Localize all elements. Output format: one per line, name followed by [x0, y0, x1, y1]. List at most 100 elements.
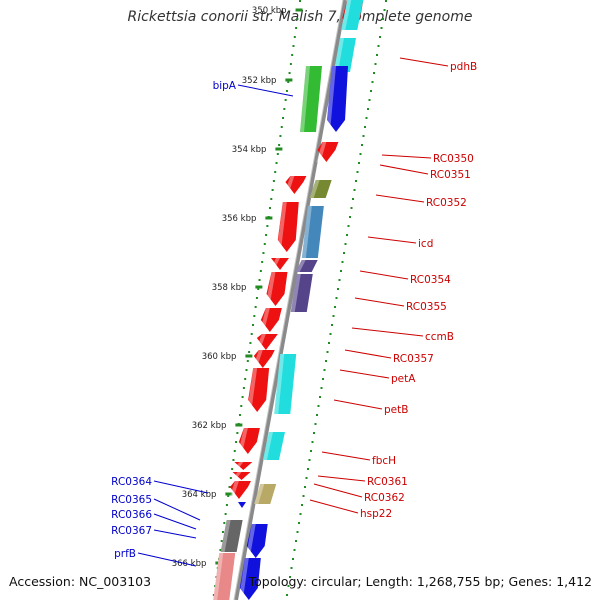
ruler-dot	[349, 216, 351, 218]
ruler-dot	[220, 540, 223, 542]
ruler-dot	[287, 585, 290, 587]
ruler-dot	[240, 405, 243, 407]
gene-leader	[313, 483, 363, 498]
ruler-dot	[329, 333, 332, 335]
ruler-dot	[347, 225, 350, 227]
gene-arrow	[246, 524, 268, 558]
ruler-dot	[358, 162, 360, 164]
gene-leader	[375, 194, 425, 203]
gene-shade	[341, 0, 352, 30]
gene-arrow	[285, 176, 307, 194]
ruler-dot	[292, 45, 295, 47]
gene-body	[301, 206, 324, 258]
gene-shade	[255, 334, 266, 350]
gene-shade	[233, 462, 244, 470]
gene-shade	[245, 524, 256, 558]
gene-arrow	[238, 428, 260, 454]
ruler-dot	[252, 324, 255, 326]
ruler-dot	[268, 207, 271, 209]
ruler-label: 350 kbp	[252, 6, 287, 16]
ruler-dot	[289, 576, 291, 578]
gene-label: RC0357	[393, 353, 434, 365]
gene-leader	[379, 164, 429, 175]
gene-leader	[309, 499, 359, 514]
ruler-dot	[319, 396, 321, 398]
ruler-dot	[361, 144, 363, 146]
ruler-label: 354 kbp	[232, 145, 267, 155]
gene-leader	[381, 154, 432, 159]
gene-label: bipA	[213, 80, 237, 92]
ruler-dot	[385, 0, 387, 2]
map-title: Rickettsia conorii str. Malish 7, comple…	[127, 9, 473, 25]
ruler-dot	[365, 117, 368, 119]
ruler-dot	[228, 486, 231, 488]
ruler-dot	[293, 549, 296, 551]
ruler-dot	[236, 432, 239, 434]
ruler-dot	[362, 135, 365, 137]
ruler-dot	[212, 594, 215, 596]
gene-shade	[295, 260, 306, 272]
gene-label: hsp22	[360, 508, 392, 520]
ruler-dot	[279, 135, 282, 137]
ruler-tick	[285, 78, 293, 82]
gene-shade	[309, 180, 320, 198]
gene-feature	[247, 368, 270, 412]
ruler-dot	[311, 441, 314, 443]
gene-label: fbcH	[372, 455, 396, 467]
ruler-dot	[346, 234, 348, 236]
ruler-dot	[293, 36, 296, 38]
ruler-dot	[334, 306, 336, 308]
gene-feature	[274, 354, 297, 414]
ruler-dot	[359, 153, 362, 155]
ruler-dot	[233, 450, 236, 452]
ruler-tick	[245, 354, 253, 358]
ruler-dot	[295, 540, 297, 542]
ruler-label: 364 kbp	[182, 490, 217, 500]
ruler-dot	[257, 288, 260, 290]
gene-feature	[265, 272, 288, 306]
ruler-dot	[356, 171, 359, 173]
gene-shade	[284, 176, 295, 194]
gene-leader	[153, 480, 209, 494]
ruler-dot	[308, 459, 311, 461]
gene-label: RC0355	[406, 301, 447, 313]
ruler-dot	[326, 351, 329, 353]
gene-label: icd	[418, 238, 433, 250]
ruler-dot	[278, 144, 281, 146]
gene-shade	[316, 142, 327, 162]
ruler-dot	[310, 450, 312, 452]
ruler-dot	[316, 414, 318, 416]
gene-leader	[321, 451, 371, 461]
ruler-label: 352 kbp	[242, 76, 277, 86]
gene-label: prfB	[114, 548, 136, 560]
ruler-dot	[258, 279, 261, 281]
gene-label: RC0365	[111, 494, 152, 506]
gene-shade	[290, 274, 301, 312]
ruler-dot	[368, 99, 371, 101]
gene-leader	[153, 513, 197, 530]
ruler-dot	[383, 9, 386, 11]
gene-label: RC0350	[433, 153, 474, 165]
ruler-dot	[341, 261, 344, 263]
gene-feature	[262, 432, 285, 460]
ruler-dot	[370, 90, 372, 92]
gene-feature	[255, 334, 278, 350]
gene-feature	[341, 0, 364, 30]
gene-body	[300, 66, 323, 132]
ruler-label: 362 kbp	[192, 421, 227, 431]
ruler-dot	[285, 90, 288, 92]
gene-arrow	[327, 66, 349, 132]
ruler-dot	[288, 72, 291, 74]
gene-feature	[326, 66, 349, 132]
gene-feature	[295, 260, 318, 272]
gene-feature	[254, 484, 277, 504]
ruler-dot	[352, 198, 354, 200]
gene-arrow	[260, 308, 282, 332]
ruler-dot	[250, 333, 253, 335]
gene-arrow	[266, 272, 288, 306]
gene-body	[290, 274, 313, 312]
ruler-dot	[280, 126, 283, 128]
gene-feature	[259, 308, 282, 332]
ruler-dot	[337, 288, 339, 290]
gene-body	[213, 553, 236, 600]
